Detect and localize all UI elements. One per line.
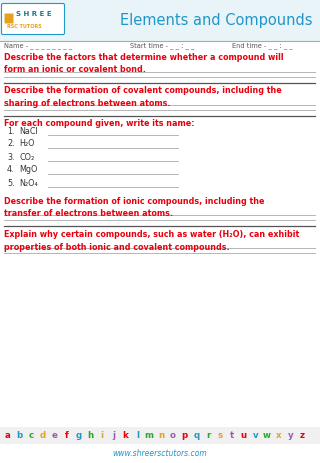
Text: f: f [65, 431, 68, 440]
Text: q: q [193, 431, 199, 440]
Text: Name - _ _ _ _ _ _ _ _: Name - _ _ _ _ _ _ _ _ [4, 43, 72, 50]
FancyBboxPatch shape [4, 13, 13, 24]
Text: 3.: 3. [7, 152, 14, 162]
Text: Explain why certain compounds, such as water (H₂O), can exhibit
properties of bo: Explain why certain compounds, such as w… [4, 230, 299, 251]
Text: w: w [263, 431, 271, 440]
Text: www.shreersctutors.com: www.shreersctutors.com [113, 449, 207, 457]
Text: v: v [252, 431, 258, 440]
FancyBboxPatch shape [0, 0, 320, 41]
Text: z: z [300, 431, 305, 440]
Text: CO₂: CO₂ [19, 152, 34, 162]
Text: n: n [158, 431, 164, 440]
Text: t: t [229, 431, 234, 440]
Text: 2.: 2. [7, 139, 15, 149]
Text: RSC TUTORS: RSC TUTORS [7, 25, 42, 30]
Text: Describe the formation of covalent compounds, including the
sharing of electrons: Describe the formation of covalent compo… [4, 86, 282, 107]
Text: b: b [16, 431, 22, 440]
Text: i: i [100, 431, 103, 440]
Text: For each compound given, write its name:: For each compound given, write its name: [4, 119, 195, 128]
Text: 5.: 5. [7, 179, 15, 188]
Text: m: m [145, 431, 154, 440]
Text: k: k [123, 431, 128, 440]
Text: x: x [276, 431, 282, 440]
Text: d: d [40, 431, 46, 440]
FancyBboxPatch shape [0, 427, 320, 444]
Text: h: h [87, 431, 93, 440]
Text: H₂O: H₂O [19, 139, 35, 149]
Text: r: r [206, 431, 210, 440]
Text: p: p [181, 431, 188, 440]
Text: l: l [136, 431, 139, 440]
Text: Start time - _ _ : _ _: Start time - _ _ : _ _ [130, 43, 194, 50]
Text: Describe the factors that determine whether a compound will
form an ionic or cov: Describe the factors that determine whet… [4, 53, 284, 75]
Text: c: c [28, 431, 34, 440]
FancyBboxPatch shape [2, 4, 65, 35]
Text: o: o [170, 431, 176, 440]
Text: 4.: 4. [7, 165, 14, 175]
Text: s: s [217, 431, 222, 440]
Text: u: u [240, 431, 247, 440]
Text: Describe the formation of ionic compounds, including the
transfer of electrons b: Describe the formation of ionic compound… [4, 197, 265, 219]
Text: g: g [75, 431, 81, 440]
Text: Elements and Compounds: Elements and Compounds [119, 13, 312, 29]
Text: y: y [288, 431, 293, 440]
Text: S H R E E: S H R E E [16, 11, 52, 17]
Text: NaCl: NaCl [19, 126, 38, 136]
Text: a: a [4, 431, 10, 440]
Text: MgO: MgO [19, 165, 37, 175]
Text: 1.: 1. [7, 126, 14, 136]
Text: e: e [52, 431, 58, 440]
Text: j: j [112, 431, 115, 440]
Text: End time - _ _ : _ _: End time - _ _ : _ _ [232, 43, 293, 50]
Text: N₂O₄: N₂O₄ [19, 179, 38, 188]
